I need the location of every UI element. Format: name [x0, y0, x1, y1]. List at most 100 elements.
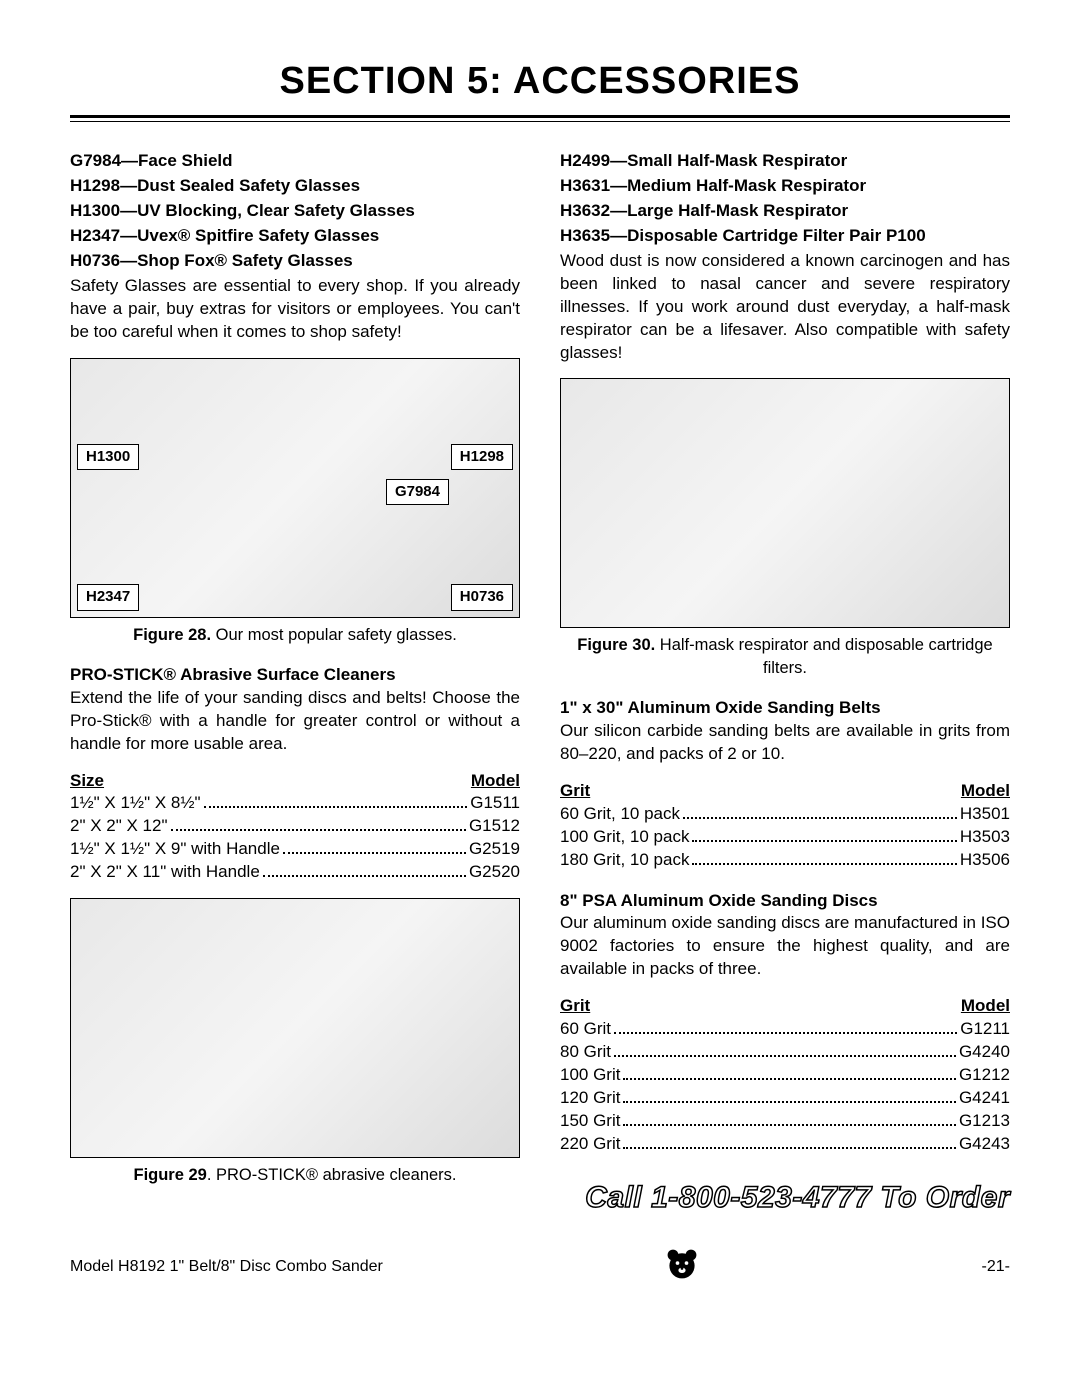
bear-icon	[664, 1246, 700, 1282]
right-subheading-1: 1" x 30" Aluminum Oxide Sanding Belts	[560, 697, 1010, 720]
dot-leader	[283, 852, 466, 854]
fig28-label-g7984: G7984	[386, 479, 449, 505]
title-rule-thick	[70, 115, 1010, 118]
fig28-label-h1300: H1300	[77, 444, 139, 470]
row-label: 100 Grit	[560, 1064, 620, 1087]
row-model: G4240	[959, 1041, 1010, 1064]
dot-leader	[623, 1078, 955, 1080]
table-row: 2" X 2" X 11" with Handle G2520	[70, 861, 520, 884]
figure-29-box	[70, 898, 520, 1158]
product-item: H3632—Large Half-Mask Respirator	[560, 200, 1010, 223]
product-item: H3635—Disposable Cartridge Filter Pair P…	[560, 225, 1010, 248]
fig29-caption-bold: Figure 29	[133, 1166, 206, 1184]
row-model: H3506	[960, 849, 1010, 872]
dot-leader	[614, 1032, 957, 1034]
row-model: G2519	[469, 838, 520, 861]
right-table2-rows: 60 GritG121180 GritG4240100 GritG1212120…	[560, 1018, 1010, 1156]
row-model: G4243	[959, 1133, 1010, 1156]
left-column: G7984—Face Shield H1298—Dust Sealed Safe…	[70, 150, 520, 1218]
left-body-2: Extend the life of your sanding discs an…	[70, 687, 520, 756]
fig30-caption-bold: Figure 30.	[577, 636, 655, 654]
table-row: 220 GritG4243	[560, 1133, 1010, 1156]
dot-leader	[692, 863, 956, 865]
row-model: G1511	[470, 792, 520, 815]
dot-leader	[171, 829, 466, 831]
dot-leader	[623, 1124, 955, 1126]
left-product-list: G7984—Face Shield H1298—Dust Sealed Safe…	[70, 150, 520, 273]
dot-leader	[623, 1101, 955, 1103]
table-row: 60 Grit, 10 packH3501	[560, 803, 1010, 826]
row-label: 60 Grit	[560, 1018, 611, 1041]
fig28-label-h0736: H0736	[451, 584, 513, 610]
figure-30-box	[560, 378, 1010, 628]
figure-28-caption: Figure 28. Our most popular safety glass…	[70, 624, 520, 646]
row-label: 120 Grit	[560, 1087, 620, 1110]
row-model: G1213	[959, 1110, 1010, 1133]
right-body-2: Our silicon carbide sanding belts are av…	[560, 720, 1010, 766]
right-column: H2499—Small Half-Mask Respirator H3631—M…	[560, 150, 1010, 1218]
right-table1-rows: 60 Grit, 10 packH3501100 Grit, 10 pack H3…	[560, 803, 1010, 872]
right-subheading-2: 8" PSA Aluminum Oxide Sanding Discs	[560, 890, 1010, 913]
row-model: G1512	[469, 815, 520, 838]
product-item: H2499—Small Half-Mask Respirator	[560, 150, 1010, 173]
table-row: 100 Grit, 10 pack H3503	[560, 826, 1010, 849]
right-body-1: Wood dust is now considered a known carc…	[560, 250, 1010, 365]
table-row: 60 Grit G1211	[560, 1018, 1010, 1041]
fig28-label-h2347: H2347	[77, 584, 139, 610]
footer-left: Model H8192 1" Belt/8" Disc Combo Sander	[70, 1258, 383, 1276]
row-model: G1211	[960, 1018, 1010, 1041]
table-row: 80 Grit G4240	[560, 1041, 1010, 1064]
dot-leader	[683, 817, 957, 819]
row-label: 1½" X 1½" X 9" with Handle	[70, 838, 280, 861]
row-label: 2" X 2" X 12"	[70, 815, 168, 838]
row-model: H3503	[960, 826, 1010, 849]
figure-28-box: H1300 H1298 G7984 H2347 H0736	[70, 358, 520, 618]
footer-logo	[664, 1246, 700, 1287]
right-product-list: H2499—Small Half-Mask Respirator H3631—M…	[560, 150, 1010, 248]
left-subheading-1: PRO-STICK® Abrasive Surface Cleaners	[70, 664, 520, 687]
table-row: 150 GritG1213	[560, 1110, 1010, 1133]
section-title: SECTION 5: ACCESSORIES	[70, 60, 1010, 103]
table-row: 100 Grit G1212	[560, 1064, 1010, 1087]
product-item: H3631—Medium Half-Mask Respirator	[560, 175, 1010, 198]
fig28-caption-bold: Figure 28.	[133, 626, 211, 644]
fig28-label-h1298: H1298	[451, 444, 513, 470]
fig30-caption-text: Half-mask respirator and disposable cart…	[655, 636, 993, 676]
row-model: G1212	[959, 1064, 1010, 1087]
right-table2-header: Grit Model	[560, 995, 1010, 1018]
table-header-left: Grit	[560, 780, 590, 803]
left-table1-rows: 1½" X 1½" X 8½"G15112" X 2" X 12"G15121½…	[70, 792, 520, 884]
dot-leader	[614, 1055, 956, 1057]
figure-30-caption: Figure 30. Half-mask respirator and disp…	[560, 634, 1010, 679]
table-row: 180 Grit, 10 pack H3506	[560, 849, 1010, 872]
fig28-caption-text: Our most popular safety glasses.	[211, 626, 457, 644]
call-to-order: Call 1-800-523-4777 To Order	[560, 1178, 1010, 1219]
table-row: 120 Grit G4241	[560, 1087, 1010, 1110]
dot-leader	[263, 875, 466, 877]
product-item: G7984—Face Shield	[70, 150, 520, 173]
row-label: 100 Grit, 10 pack	[560, 826, 689, 849]
table-row: 1½" X 1½" X 8½" G1511	[70, 792, 520, 815]
table-header-left: Size	[70, 770, 104, 793]
title-rule-thin	[70, 121, 1010, 122]
table-header-left: Grit	[560, 995, 590, 1018]
dot-leader	[692, 840, 956, 842]
figure-29-caption: Figure 29. PRO-STICK® abrasive cleaners.	[70, 1164, 520, 1186]
table-header-right: Model	[961, 995, 1010, 1018]
row-label: 1½" X 1½" X 8½"	[70, 792, 201, 815]
footer-right: -21-	[982, 1258, 1010, 1276]
row-label: 2" X 2" X 11" with Handle	[70, 861, 260, 884]
two-column-layout: G7984—Face Shield H1298—Dust Sealed Safe…	[70, 150, 1010, 1218]
product-item: H0736—Shop Fox® Safety Glasses	[70, 250, 520, 273]
product-item: H2347—Uvex® Spitfire Safety Glasses	[70, 225, 520, 248]
table-row: 1½" X 1½" X 9" with Handle G2519	[70, 838, 520, 861]
row-label: 180 Grit, 10 pack	[560, 849, 689, 872]
row-model: G4241	[959, 1087, 1010, 1110]
row-label: 80 Grit	[560, 1041, 611, 1064]
product-item: H1300—UV Blocking, Clear Safety Glasses	[70, 200, 520, 223]
product-item: H1298—Dust Sealed Safety Glasses	[70, 175, 520, 198]
right-table1-header: Grit Model	[560, 780, 1010, 803]
table-row: 2" X 2" X 12" G1512	[70, 815, 520, 838]
table-header-right: Model	[471, 770, 520, 793]
row-model: G2520	[469, 861, 520, 884]
